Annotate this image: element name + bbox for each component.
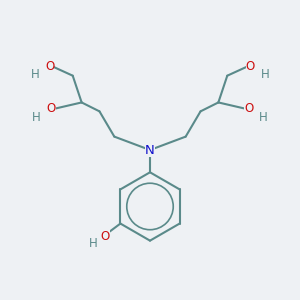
Text: H: H xyxy=(259,111,268,124)
Text: H: H xyxy=(261,68,269,81)
Text: O: O xyxy=(47,103,56,116)
Text: O: O xyxy=(101,230,110,243)
Text: H: H xyxy=(31,68,39,81)
Text: O: O xyxy=(45,60,55,73)
Text: H: H xyxy=(88,237,97,250)
Text: O: O xyxy=(244,103,253,116)
Text: H: H xyxy=(32,111,41,124)
Text: N: N xyxy=(145,143,155,157)
Text: O: O xyxy=(245,60,255,73)
